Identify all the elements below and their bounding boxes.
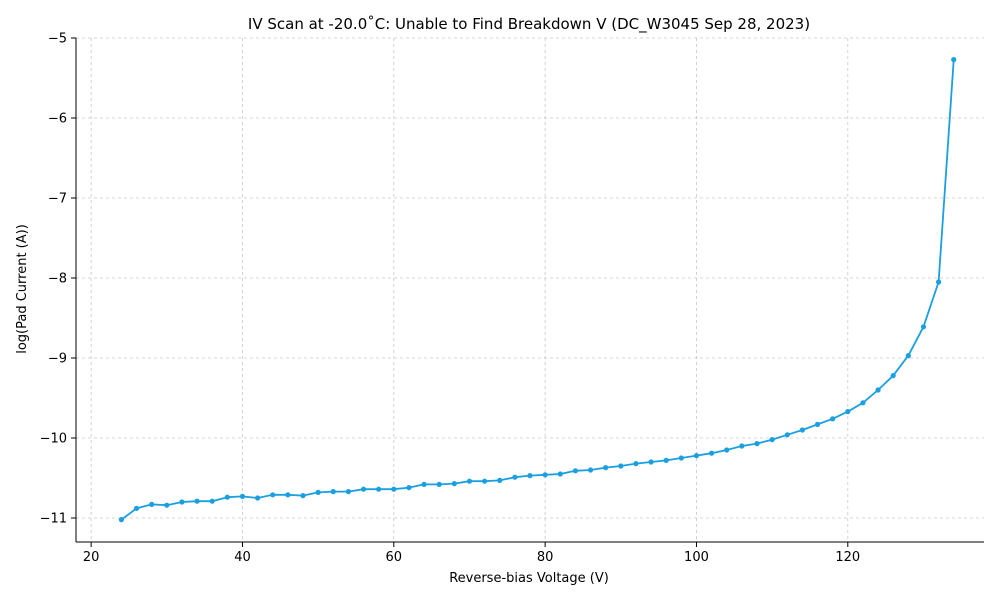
data-point xyxy=(345,489,351,495)
data-point xyxy=(542,472,548,478)
x-tick-label: 100 xyxy=(684,550,709,565)
series-line xyxy=(120,59,955,521)
data-point xyxy=(739,443,745,449)
x-tick-label: 120 xyxy=(835,550,860,565)
data-point xyxy=(890,373,896,379)
data-point xyxy=(860,400,866,406)
data-point xyxy=(118,517,124,523)
data-point xyxy=(875,387,881,393)
grid xyxy=(76,37,984,542)
y-tick-label: −8 xyxy=(48,272,67,287)
data-point xyxy=(406,485,412,491)
data-point xyxy=(436,481,442,487)
data-point xyxy=(224,494,230,500)
data-point xyxy=(391,486,397,492)
x-axis-label: Reverse-bias Voltage (V) xyxy=(449,571,609,586)
data-point xyxy=(512,474,518,480)
data-point xyxy=(421,481,427,487)
y-axis-label: log(Pad Current (A)) xyxy=(15,224,30,354)
data-point xyxy=(466,478,473,484)
data-point xyxy=(133,505,140,511)
data-point xyxy=(830,416,836,422)
data-point xyxy=(164,502,170,508)
data-point xyxy=(754,441,760,447)
data-point xyxy=(239,493,246,499)
data-point xyxy=(587,467,594,473)
data-point xyxy=(572,468,579,474)
axes: 20 40 60 80 100 120 −11 −10 −9 −8 −7 −6 −5 xyxy=(40,32,984,565)
data-point xyxy=(270,492,276,498)
data-point xyxy=(633,461,639,467)
data-point xyxy=(693,453,700,459)
y-tick-label: −7 xyxy=(48,192,67,207)
y-tick-label: −9 xyxy=(48,352,67,367)
data-point xyxy=(724,447,730,453)
x-tick-label: 20 xyxy=(83,550,100,565)
x-tick-label: 60 xyxy=(386,550,403,565)
data-series xyxy=(118,57,957,523)
data-point xyxy=(845,409,851,415)
data-point xyxy=(920,324,927,330)
data-point xyxy=(360,486,367,492)
data-point xyxy=(603,465,609,471)
data-point xyxy=(663,457,669,463)
data-point xyxy=(618,463,624,469)
data-point xyxy=(648,459,654,465)
data-point xyxy=(905,353,911,359)
data-point xyxy=(497,477,503,483)
data-point xyxy=(330,489,336,495)
y-tick-label: −6 xyxy=(48,112,67,127)
data-point xyxy=(179,499,185,505)
data-point xyxy=(527,473,533,479)
data-point xyxy=(936,279,942,285)
data-point xyxy=(784,432,790,438)
data-point xyxy=(557,471,563,477)
x-tick-label: 80 xyxy=(537,550,554,565)
data-point xyxy=(255,495,261,501)
data-point xyxy=(769,437,775,443)
y-tick-label: −11 xyxy=(40,512,67,527)
data-point xyxy=(678,455,684,461)
chart-title: IV Scan at -20.0˚C: Unable to Find Break… xyxy=(248,15,810,34)
data-point xyxy=(209,498,215,504)
data-point xyxy=(709,450,715,456)
data-point xyxy=(300,493,306,499)
data-point xyxy=(951,57,957,63)
data-point xyxy=(376,486,382,492)
data-point xyxy=(814,421,821,427)
data-point xyxy=(194,498,200,504)
data-point xyxy=(482,478,488,484)
data-point xyxy=(451,481,457,487)
data-point xyxy=(149,501,155,507)
x-tick-label: 40 xyxy=(234,550,251,565)
y-tick-label: −10 xyxy=(40,432,67,447)
data-point xyxy=(799,427,806,433)
data-point xyxy=(285,492,291,498)
data-point xyxy=(315,489,321,495)
y-tick-label: −5 xyxy=(48,32,67,47)
